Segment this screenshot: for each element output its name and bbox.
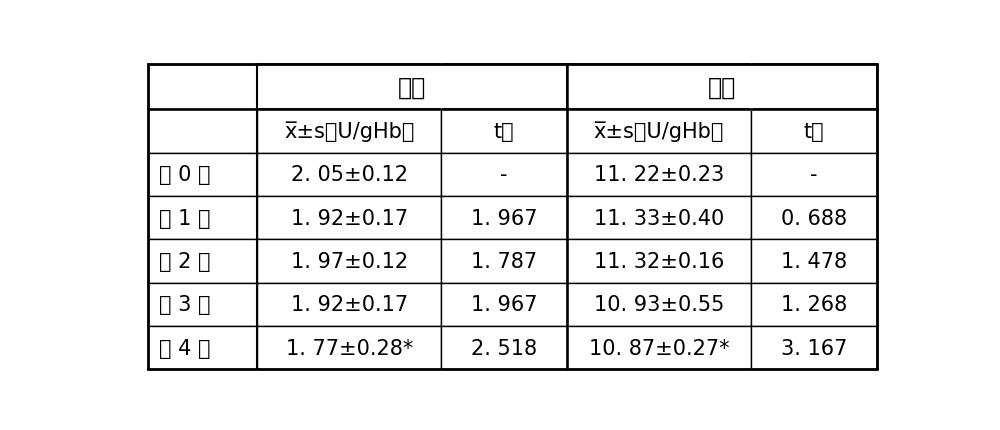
Bar: [148, 154, 257, 197]
Text: 3. 167: 3. 167: [781, 338, 847, 358]
Text: 缺乏: 缺乏: [708, 76, 736, 99]
Bar: [751, 326, 877, 369]
Bar: [567, 240, 751, 283]
Text: 11. 33±0.40: 11. 33±0.40: [594, 208, 724, 228]
Text: 2. 05±0.12: 2. 05±0.12: [291, 165, 408, 185]
Bar: [567, 65, 751, 110]
Bar: [257, 154, 441, 197]
Bar: [567, 283, 751, 326]
Bar: [441, 197, 567, 240]
Bar: [751, 154, 877, 197]
Text: 1. 967: 1. 967: [471, 208, 537, 228]
Text: 11. 22±0.23: 11. 22±0.23: [594, 165, 724, 185]
Text: 1. 92±0.17: 1. 92±0.17: [291, 208, 408, 228]
Bar: [441, 154, 567, 197]
Bar: [567, 197, 751, 240]
Bar: [257, 240, 441, 283]
Text: 1. 97±0.12: 1. 97±0.12: [291, 252, 408, 271]
Text: 第 3 天: 第 3 天: [159, 295, 211, 315]
Bar: [751, 240, 877, 283]
Bar: [441, 326, 567, 369]
Bar: [567, 110, 751, 154]
Bar: [148, 240, 257, 283]
Bar: [148, 326, 257, 369]
Text: 2. 518: 2. 518: [471, 338, 537, 358]
Bar: [567, 326, 751, 369]
Text: 1. 787: 1. 787: [471, 252, 537, 271]
Text: 第 1 天: 第 1 天: [159, 208, 211, 228]
Bar: [148, 110, 257, 154]
Bar: [441, 240, 567, 283]
Text: 1. 268: 1. 268: [781, 295, 847, 315]
Text: t値: t値: [804, 122, 824, 142]
Text: -: -: [500, 165, 508, 185]
Text: 0. 688: 0. 688: [781, 208, 847, 228]
Text: 1. 478: 1. 478: [781, 252, 847, 271]
Bar: [567, 65, 877, 110]
Text: 10. 87±0.27*: 10. 87±0.27*: [589, 338, 729, 358]
Text: x̅±s（U/gHb）: x̅±s（U/gHb）: [284, 122, 414, 142]
Text: 正常: 正常: [398, 76, 426, 99]
Bar: [441, 283, 567, 326]
Text: 11. 32±0.16: 11. 32±0.16: [594, 252, 724, 271]
Bar: [751, 65, 877, 110]
Bar: [751, 110, 877, 154]
Text: 第 0 天: 第 0 天: [159, 165, 211, 185]
Text: 第 4 天: 第 4 天: [159, 338, 211, 358]
Text: 1. 92±0.17: 1. 92±0.17: [291, 295, 408, 315]
Text: 1. 967: 1. 967: [471, 295, 537, 315]
Text: 第 2 天: 第 2 天: [159, 252, 211, 271]
Bar: [257, 197, 441, 240]
Text: x̅±s（U/gHb）: x̅±s（U/gHb）: [594, 122, 724, 142]
Bar: [567, 154, 751, 197]
Text: 10. 93±0.55: 10. 93±0.55: [594, 295, 724, 315]
Bar: [751, 197, 877, 240]
Bar: [441, 110, 567, 154]
Bar: [751, 283, 877, 326]
Bar: [257, 283, 441, 326]
Bar: [257, 65, 567, 110]
Bar: [148, 197, 257, 240]
Bar: [148, 283, 257, 326]
Bar: [257, 65, 441, 110]
Bar: [257, 326, 441, 369]
Bar: [148, 65, 257, 110]
Text: 1. 77±0.28*: 1. 77±0.28*: [286, 338, 413, 358]
Bar: [441, 65, 567, 110]
Bar: [257, 110, 441, 154]
Text: t値: t値: [494, 122, 514, 142]
Text: -: -: [810, 165, 818, 185]
